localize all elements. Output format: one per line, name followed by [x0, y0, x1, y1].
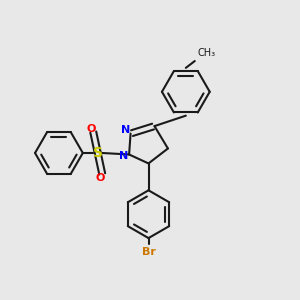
Text: N: N — [119, 151, 128, 161]
Text: Br: Br — [142, 247, 155, 257]
Text: O: O — [95, 173, 104, 183]
Text: O: O — [86, 124, 96, 134]
Text: CH₃: CH₃ — [198, 48, 216, 58]
Text: N: N — [121, 125, 130, 135]
Text: S: S — [93, 146, 103, 160]
